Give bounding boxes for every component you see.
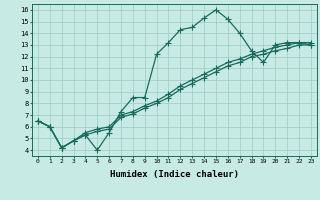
X-axis label: Humidex (Indice chaleur): Humidex (Indice chaleur) — [110, 170, 239, 179]
